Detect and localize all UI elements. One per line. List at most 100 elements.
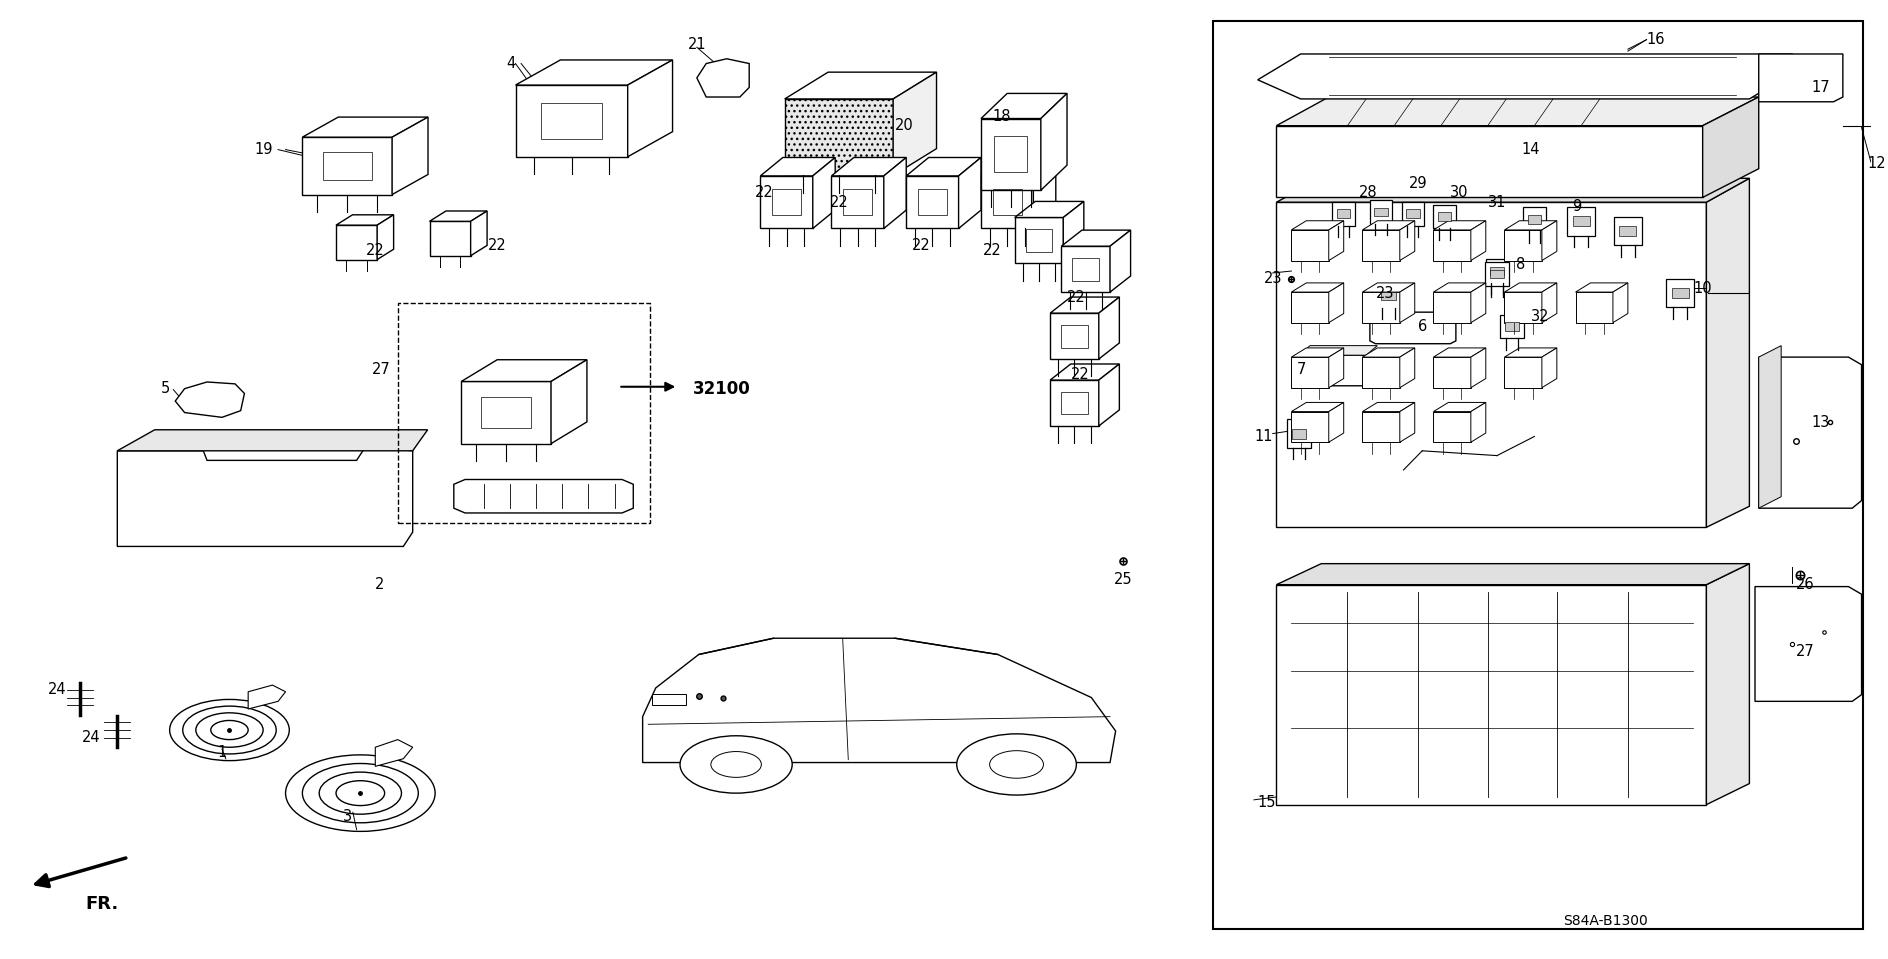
Polygon shape bbox=[453, 480, 632, 513]
Polygon shape bbox=[831, 157, 906, 175]
Text: 27: 27 bbox=[372, 363, 391, 377]
Polygon shape bbox=[1433, 403, 1486, 411]
Polygon shape bbox=[1291, 429, 1306, 438]
Circle shape bbox=[680, 736, 793, 793]
Polygon shape bbox=[1433, 221, 1486, 230]
Polygon shape bbox=[785, 72, 936, 99]
Bar bbox=[1212, 20, 1863, 929]
Text: 23: 23 bbox=[1263, 271, 1282, 286]
Text: 22: 22 bbox=[1067, 291, 1086, 305]
Polygon shape bbox=[1671, 288, 1688, 298]
Text: 27: 27 bbox=[1795, 644, 1814, 659]
Polygon shape bbox=[1484, 262, 1509, 286]
Polygon shape bbox=[1291, 292, 1329, 322]
Polygon shape bbox=[1707, 178, 1750, 527]
Polygon shape bbox=[1542, 283, 1558, 322]
Text: 24: 24 bbox=[81, 730, 100, 745]
Polygon shape bbox=[1371, 313, 1456, 343]
Polygon shape bbox=[1276, 202, 1707, 527]
Polygon shape bbox=[1014, 218, 1063, 264]
Text: 22: 22 bbox=[1070, 366, 1089, 382]
Polygon shape bbox=[336, 225, 378, 260]
Polygon shape bbox=[461, 360, 587, 382]
Polygon shape bbox=[1407, 209, 1420, 218]
Polygon shape bbox=[1291, 357, 1329, 387]
Polygon shape bbox=[1567, 207, 1595, 236]
Polygon shape bbox=[1291, 403, 1344, 411]
Polygon shape bbox=[1471, 348, 1486, 387]
Polygon shape bbox=[1505, 221, 1558, 230]
Polygon shape bbox=[1573, 217, 1590, 226]
Polygon shape bbox=[1620, 226, 1637, 236]
Polygon shape bbox=[1329, 221, 1344, 261]
Polygon shape bbox=[1337, 209, 1350, 218]
Polygon shape bbox=[1276, 178, 1750, 202]
Polygon shape bbox=[376, 739, 413, 766]
Polygon shape bbox=[1295, 355, 1367, 386]
Polygon shape bbox=[1433, 357, 1471, 387]
Polygon shape bbox=[1486, 259, 1509, 283]
Polygon shape bbox=[982, 93, 1067, 119]
Polygon shape bbox=[1050, 314, 1099, 359]
Polygon shape bbox=[302, 117, 429, 137]
Text: 13: 13 bbox=[1811, 414, 1829, 430]
Polygon shape bbox=[1061, 230, 1131, 246]
Polygon shape bbox=[1703, 97, 1760, 198]
Polygon shape bbox=[884, 157, 906, 228]
Polygon shape bbox=[1291, 411, 1329, 442]
Polygon shape bbox=[1760, 54, 1843, 102]
Polygon shape bbox=[1014, 201, 1084, 218]
Polygon shape bbox=[1363, 283, 1414, 292]
Polygon shape bbox=[470, 211, 487, 256]
Polygon shape bbox=[982, 175, 1033, 228]
Polygon shape bbox=[1612, 283, 1627, 322]
Polygon shape bbox=[1276, 126, 1703, 198]
Text: 3: 3 bbox=[344, 808, 351, 824]
Polygon shape bbox=[1050, 364, 1120, 380]
Text: 22: 22 bbox=[366, 243, 385, 258]
Text: 22: 22 bbox=[755, 185, 774, 200]
Polygon shape bbox=[551, 360, 587, 444]
Polygon shape bbox=[1760, 357, 1862, 508]
Polygon shape bbox=[831, 175, 884, 228]
Polygon shape bbox=[1401, 201, 1424, 225]
Polygon shape bbox=[1499, 315, 1524, 339]
Polygon shape bbox=[1505, 348, 1558, 357]
Text: 6: 6 bbox=[1418, 319, 1427, 334]
Polygon shape bbox=[1033, 157, 1055, 228]
Text: 23: 23 bbox=[1376, 286, 1393, 300]
Text: 30: 30 bbox=[1450, 185, 1469, 200]
Polygon shape bbox=[117, 446, 413, 547]
Text: 28: 28 bbox=[1359, 185, 1376, 200]
Polygon shape bbox=[1490, 267, 1503, 275]
Polygon shape bbox=[1061, 246, 1110, 292]
Text: 24: 24 bbox=[49, 683, 66, 697]
Polygon shape bbox=[176, 382, 244, 417]
Polygon shape bbox=[982, 157, 1055, 175]
Polygon shape bbox=[1433, 230, 1471, 261]
Polygon shape bbox=[642, 639, 1116, 762]
Polygon shape bbox=[1363, 411, 1399, 442]
Polygon shape bbox=[1614, 217, 1643, 246]
Polygon shape bbox=[1374, 207, 1388, 216]
Polygon shape bbox=[1333, 201, 1356, 225]
Polygon shape bbox=[1505, 292, 1542, 322]
Text: 4: 4 bbox=[506, 56, 515, 71]
Polygon shape bbox=[1399, 283, 1414, 322]
Bar bbox=[142, 508, 164, 529]
Polygon shape bbox=[1363, 221, 1414, 230]
Text: FR.: FR. bbox=[85, 896, 119, 914]
Polygon shape bbox=[1276, 585, 1707, 805]
Polygon shape bbox=[1756, 587, 1862, 701]
Polygon shape bbox=[1329, 348, 1344, 387]
Polygon shape bbox=[906, 157, 982, 175]
Polygon shape bbox=[1433, 411, 1471, 442]
Polygon shape bbox=[812, 157, 834, 228]
Text: 15: 15 bbox=[1257, 795, 1276, 810]
Polygon shape bbox=[1382, 292, 1395, 300]
Polygon shape bbox=[1063, 201, 1084, 264]
Polygon shape bbox=[1471, 221, 1486, 261]
Polygon shape bbox=[1542, 348, 1558, 387]
Polygon shape bbox=[515, 60, 672, 85]
Polygon shape bbox=[1439, 212, 1452, 221]
